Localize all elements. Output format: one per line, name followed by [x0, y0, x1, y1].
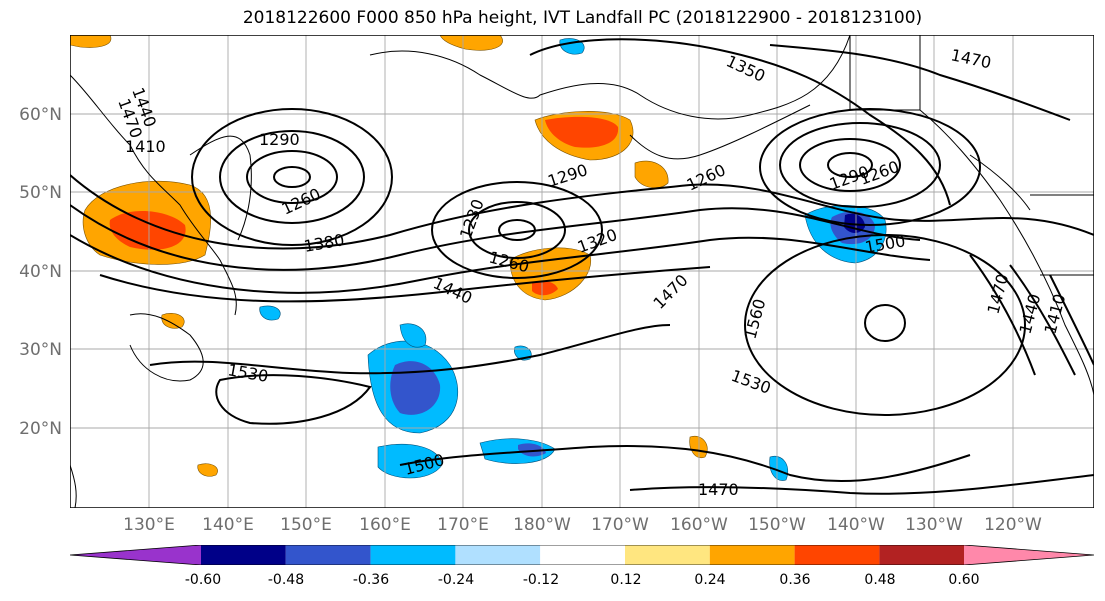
colorbar-swatch: [455, 545, 541, 565]
colorbar-swatch: [625, 545, 710, 565]
lon-label: 140°E: [202, 515, 254, 535]
graticule: [70, 35, 1094, 508]
colorbar-extend-low: [70, 545, 201, 565]
colorbar-tick: 0.12: [610, 572, 642, 588]
ivt-shading: [70, 35, 887, 481]
colorbar-tick: -0.12: [522, 572, 560, 588]
colorbar-tick: -0.48: [267, 572, 305, 588]
colorbar-tick: -0.36: [352, 572, 390, 588]
colorbar-swatch: [201, 545, 286, 565]
lon-label: 150°W: [748, 515, 806, 535]
contour-label: 1290: [259, 130, 300, 149]
lon-label: 170°W: [591, 515, 649, 535]
colorbar-extend-high: [964, 545, 1094, 565]
lon-label: 170°E: [437, 515, 489, 535]
colorbar-tick: 0.60: [948, 572, 980, 588]
lat-label: 20°N: [19, 419, 62, 439]
map-title: 2018122600 F000 850 hPa height, IVT Land…: [242, 8, 923, 28]
contour-label: 1470: [698, 480, 739, 499]
lat-label: 40°N: [19, 262, 62, 282]
lat-label: 50°N: [19, 183, 62, 203]
lon-label: 150°E: [280, 515, 332, 535]
coastlines: [70, 35, 1094, 508]
colorbar-swatch: [370, 545, 456, 565]
colorbar-tick: -0.60: [184, 572, 222, 588]
lat-label: 60°N: [19, 105, 62, 125]
lat-label: 30°N: [19, 340, 62, 360]
colorbar-swatch: [794, 545, 880, 565]
lon-label: 130°W: [905, 515, 963, 535]
lon-label: 130°E: [123, 515, 175, 535]
colorbar: [70, 545, 1094, 565]
colorbar-tick: 0.36: [779, 572, 811, 588]
colorbar-tick: 0.24: [694, 572, 726, 588]
contour-label: 1410: [125, 137, 166, 156]
lon-label: 120°W: [984, 515, 1042, 535]
map-panel: 1440 1470 1410 1290 1260 1230 1260 1290 …: [70, 35, 1094, 508]
colorbar-swatch: [709, 545, 795, 565]
colorbar-swatch: [540, 545, 625, 565]
colorbar-swatch: [285, 545, 371, 565]
height-contours: [70, 38, 1094, 495]
lon-label: 160°E: [359, 515, 411, 535]
colorbar-tick: -0.24: [437, 572, 475, 588]
lon-label: 180°W: [513, 515, 571, 535]
lon-label: 140°W: [827, 515, 885, 535]
colorbar-tick: 0.48: [864, 572, 896, 588]
lon-label: 160°W: [670, 515, 728, 535]
colorbar-swatch: [879, 545, 965, 565]
